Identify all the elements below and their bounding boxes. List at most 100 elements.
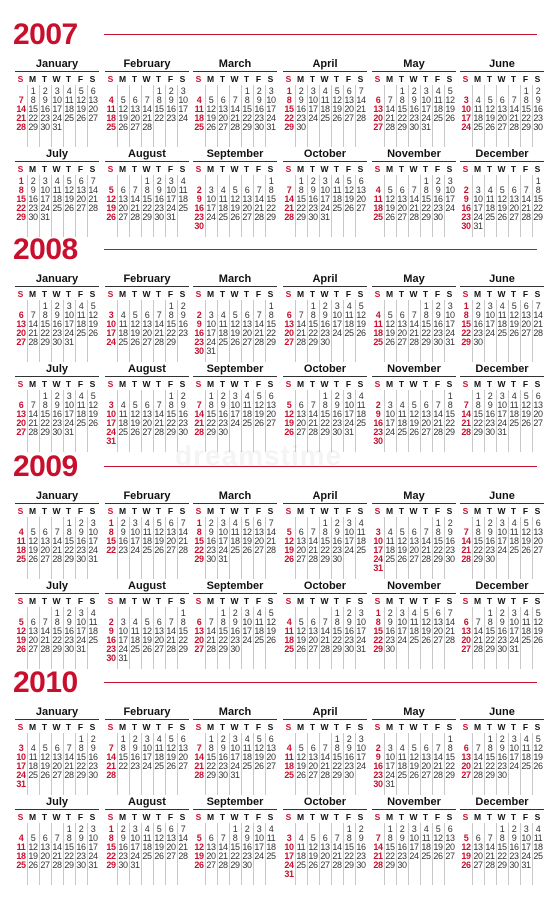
- day-number: 26: [154, 851, 164, 861]
- day-number: 25: [118, 337, 128, 347]
- day-number: 6: [310, 743, 316, 753]
- day-number: 4: [18, 833, 24, 843]
- day-number: 30: [473, 337, 483, 347]
- column-divider: [204, 823, 206, 885]
- day-number: 22: [142, 203, 152, 213]
- day-number: 8: [42, 400, 48, 410]
- day-number: 20: [461, 635, 471, 645]
- day-number: 10: [106, 319, 116, 329]
- day-number: 18: [433, 104, 443, 114]
- day-number: 15: [373, 626, 383, 636]
- day-number: 7: [322, 743, 328, 753]
- day-number: 6: [463, 743, 469, 753]
- day-number: 16: [533, 104, 543, 114]
- weekday-label: M: [296, 379, 305, 389]
- day-number: 9: [298, 95, 304, 105]
- day-number: 10: [284, 842, 294, 852]
- weekday-label: T: [398, 722, 405, 732]
- day-number: 26: [509, 328, 519, 338]
- weekday-label: T: [243, 379, 250, 389]
- day-number: 20: [254, 536, 264, 546]
- month-block: October S M T W T F S 1 2 3 4 5 6 7 8 9 10 11 12 13 14 15 16 17 1…: [283, 796, 367, 885]
- day-number: 12: [284, 409, 294, 419]
- day-number: 9: [435, 310, 441, 320]
- day-number: 16: [218, 752, 228, 762]
- day-number: 3: [144, 734, 150, 744]
- weekday-label: W: [409, 596, 418, 606]
- day-number: 23: [409, 113, 419, 123]
- day-number: 24: [206, 337, 216, 347]
- day-number: 25: [473, 122, 483, 132]
- day-number: 25: [242, 418, 252, 428]
- day-number: 19: [16, 635, 26, 645]
- day-number: 13: [40, 842, 50, 852]
- weekday-label: S: [179, 74, 186, 84]
- day-number: 2: [78, 518, 84, 528]
- day-number: 10: [230, 400, 240, 410]
- day-number: 3: [310, 86, 316, 96]
- day-number: 20: [409, 545, 419, 555]
- day-number: 22: [445, 761, 455, 771]
- day-number: 11: [356, 400, 366, 410]
- day-number: 11: [473, 104, 483, 114]
- day-number: 5: [535, 734, 541, 744]
- day-number: 13: [497, 104, 507, 114]
- weekday-label: S: [195, 74, 202, 84]
- weekday-label: S: [89, 596, 96, 606]
- column-divider: [330, 85, 332, 147]
- day-number: 12: [485, 104, 495, 114]
- day-number: 3: [387, 400, 393, 410]
- column-divider: [50, 85, 52, 147]
- day-number: 9: [208, 527, 214, 537]
- column-divider: [354, 175, 356, 237]
- day-number: 21: [64, 761, 74, 771]
- weekday-label: T: [219, 74, 226, 84]
- month-name: October: [303, 580, 347, 592]
- day-number: 23: [52, 418, 62, 428]
- column-divider: [519, 607, 521, 669]
- day-number: 17: [64, 409, 74, 419]
- column-divider: [116, 607, 118, 669]
- day-number: 5: [156, 824, 162, 834]
- day-number: 31: [497, 427, 507, 437]
- column-divider: [128, 607, 130, 669]
- day-number: 25: [16, 860, 26, 870]
- day-number: 30: [28, 212, 38, 222]
- day-number: 4: [358, 391, 364, 401]
- day-number: 8: [475, 527, 481, 537]
- day-number: 15: [76, 752, 86, 762]
- day-number: 26: [533, 635, 543, 645]
- day-number: 29: [433, 554, 443, 564]
- weekday-label: T: [309, 506, 316, 516]
- weekday-label: F: [522, 596, 529, 606]
- day-number: 19: [130, 418, 140, 428]
- weekday-label: S: [534, 379, 541, 389]
- column-divider: [62, 390, 64, 452]
- day-number: 25: [332, 203, 342, 213]
- month-name: October: [303, 363, 347, 375]
- weekday-label: W: [142, 379, 151, 389]
- weekday-label: S: [357, 164, 364, 174]
- weekday-label: W: [230, 812, 239, 822]
- weekday-label: S: [107, 506, 114, 516]
- day-number: 27: [308, 770, 318, 780]
- day-number: 25: [142, 851, 152, 861]
- column-divider: [395, 390, 397, 452]
- weekday-label: M: [28, 164, 37, 174]
- weekday-label: S: [446, 506, 453, 516]
- day-number: 11: [142, 833, 152, 843]
- month-name: April: [312, 273, 338, 285]
- column-divider: [252, 733, 254, 795]
- day-number: 17: [356, 752, 366, 762]
- day-number: 17: [218, 536, 228, 546]
- day-number: 21: [509, 113, 519, 123]
- month-name: September: [206, 148, 264, 160]
- day-number: 23: [166, 113, 176, 123]
- day-number: 26: [40, 770, 50, 780]
- day-number: 11: [397, 752, 407, 762]
- day-number: 9: [511, 833, 517, 843]
- day-number: 27: [421, 770, 431, 780]
